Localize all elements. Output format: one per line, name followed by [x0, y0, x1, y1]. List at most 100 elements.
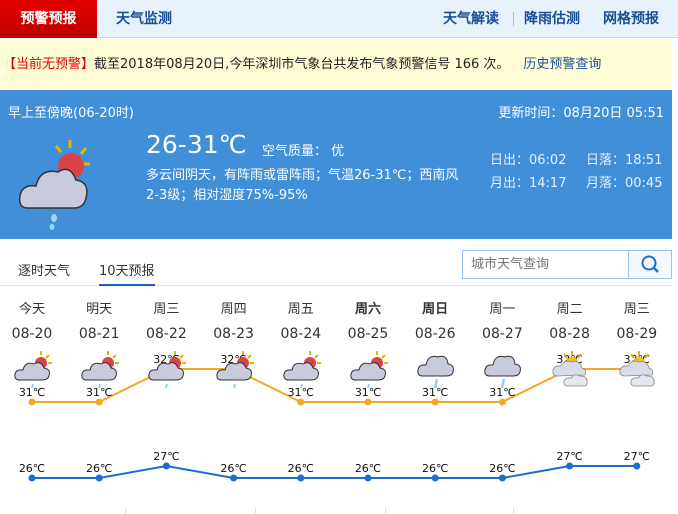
high-temp-point [28, 398, 36, 406]
tab-weather-monitor[interactable]: 天气监测 [116, 11, 172, 27]
temp-range: 26-31℃ [146, 130, 247, 159]
warning-status: 【当前无预警】 [3, 57, 95, 72]
low-temp-label: 26℃ [220, 462, 246, 475]
high-temp-point [95, 398, 103, 406]
low-temp-point [498, 474, 506, 482]
partly-cloudy-rain-icon [18, 140, 90, 230]
date: 08-21 [78, 326, 120, 342]
divider [125, 508, 126, 514]
sunset: 日落：18:51 [586, 153, 663, 168]
link-rain-estimate[interactable]: 降雨估测 [524, 11, 580, 27]
cloudy-rain-icon [484, 355, 522, 389]
low-temp-label: 26℃ [355, 462, 381, 475]
weekday: 周四 [220, 302, 247, 317]
weekday: 今天 [18, 302, 45, 317]
divider [255, 508, 256, 514]
high-temp-point [431, 398, 439, 406]
date: 08-24 [280, 326, 322, 342]
low-temp-label: 26℃ [422, 462, 448, 475]
high-temp-line [32, 368, 637, 403]
low-temp-point [431, 474, 439, 482]
low-temp-line [32, 464, 637, 479]
tab-hourly[interactable]: 逐时天气 [18, 264, 71, 279]
today-panel: 早上至傍晚(06-20时) 更新时间：08月20日 05:51 26-31℃ 空… [0, 90, 672, 239]
date: 08-29 [616, 326, 658, 342]
high-temp-label: 31℃ [86, 386, 112, 399]
weekday: 周五 [287, 302, 314, 317]
date: 08-20 [11, 326, 53, 342]
high-temp-label: 31℃ [355, 386, 381, 399]
high-temp-label: 31℃ [422, 386, 448, 399]
low-temp-point [28, 474, 36, 482]
partly-cloudy-rain-icon [14, 351, 52, 389]
low-temp-label: 26℃ [19, 462, 45, 475]
search-button[interactable] [628, 251, 671, 278]
weather-desc-1: 多云间阴天，有阵雨或雷阵雨；气温26-31℃；西南风 [146, 168, 459, 183]
low-temp-label: 27℃ [556, 450, 582, 463]
partly-cloudy-rain-icon [81, 351, 120, 389]
high-temp-point [498, 398, 506, 406]
sunrise: 日出：06:02 [490, 153, 567, 168]
search-icon [641, 255, 659, 273]
divider [513, 508, 514, 514]
air-quality: 空气质量： 优 [262, 144, 345, 159]
temperature-chart: 31℃26℃31℃26℃32℃27℃32℃26℃31℃26℃31℃26℃31℃2… [19, 353, 650, 482]
low-temp-label: 26℃ [86, 462, 112, 475]
ten-day-forecast: 31℃ 26℃ 31℃ 26℃ 32℃ 27℃ 32℃ 26℃ 31℃ 26℃ 31℃ 26℃ 31℃ 2… [0, 290, 678, 514]
weekday: 周日 [422, 302, 449, 317]
link-grid-forecast[interactable]: 网格预报 [603, 11, 659, 27]
low-temp-point [633, 462, 641, 470]
low-temp-label: 27℃ [624, 450, 650, 463]
partly-cloudy-rain-icon [215, 351, 254, 389]
low-temp-point [230, 474, 238, 482]
weekday: 周一 [489, 302, 516, 317]
weekday: 明天 [86, 302, 113, 317]
low-temp-label: 27℃ [153, 450, 179, 463]
low-temp-point [364, 474, 372, 482]
weekday: 周二 [556, 302, 583, 317]
weekday: 周三 [623, 302, 650, 317]
high-temp-point [297, 398, 305, 406]
divider [513, 12, 514, 26]
low-temp-point [162, 462, 170, 470]
forecast-tabs: 逐时天气 10天预报 [0, 240, 672, 286]
low-temp-point [95, 474, 103, 482]
date: 08-22 [146, 326, 187, 342]
warning-text: 截至2018年08月20日,今年深圳市气象台共发布气象预警信号 166 次。 [94, 57, 510, 72]
warning-bar: 【当前无预警】截至2018年08月20日,今年深圳市气象台共发布气象预警信号 1… [0, 39, 672, 89]
partly-cloudy-rain-icon [148, 351, 187, 389]
partly-cloudy-icon [552, 351, 588, 387]
date: 08-28 [549, 326, 590, 342]
moonset: 月落：00:45 [586, 176, 663, 191]
weekday: 周六 [354, 302, 381, 317]
city-search-input[interactable] [463, 251, 629, 278]
partly-cloudy-rain-icon [350, 351, 388, 389]
tab-ten-day[interactable]: 10天预报 [99, 260, 155, 286]
link-weather-analysis[interactable]: 天气解读 [443, 11, 499, 27]
cloudy-rain-icon [417, 355, 455, 389]
date: 08-27 [482, 326, 523, 342]
weather-desc-2: 2-3级；相对湿度75%-95% [146, 188, 308, 203]
city-search [462, 250, 672, 279]
high-temp-label: 31℃ [288, 386, 314, 399]
period: 早上至傍晚(06-20时) [8, 106, 134, 121]
moonrise: 月出：14:17 [490, 176, 567, 191]
partly-cloudy-icon [619, 351, 655, 387]
low-temp-point [297, 474, 305, 482]
low-temp-point [566, 462, 574, 470]
date: 08-23 [213, 326, 254, 342]
history-warning-link[interactable]: 历史预警查询 [523, 57, 602, 72]
partly-cloudy-rain-icon [283, 351, 321, 389]
high-temp-label: 31℃ [19, 386, 45, 399]
date: 08-25 [347, 326, 389, 342]
low-temp-label: 26℃ [288, 462, 314, 475]
low-temp-label: 26℃ [489, 462, 515, 475]
date: 08-26 [414, 326, 456, 342]
top-nav: 预警预报 天气监测 天气解读 降雨估测 网格预报 [0, 0, 678, 38]
weekday: 周三 [153, 302, 180, 317]
high-temp-label: 31℃ [489, 386, 515, 399]
divider [385, 508, 386, 514]
tab-warning-forecast[interactable]: 预警预报 [0, 0, 97, 38]
high-temp-point [364, 398, 372, 406]
update-time: 更新时间：08月20日 05:51 [498, 106, 664, 121]
